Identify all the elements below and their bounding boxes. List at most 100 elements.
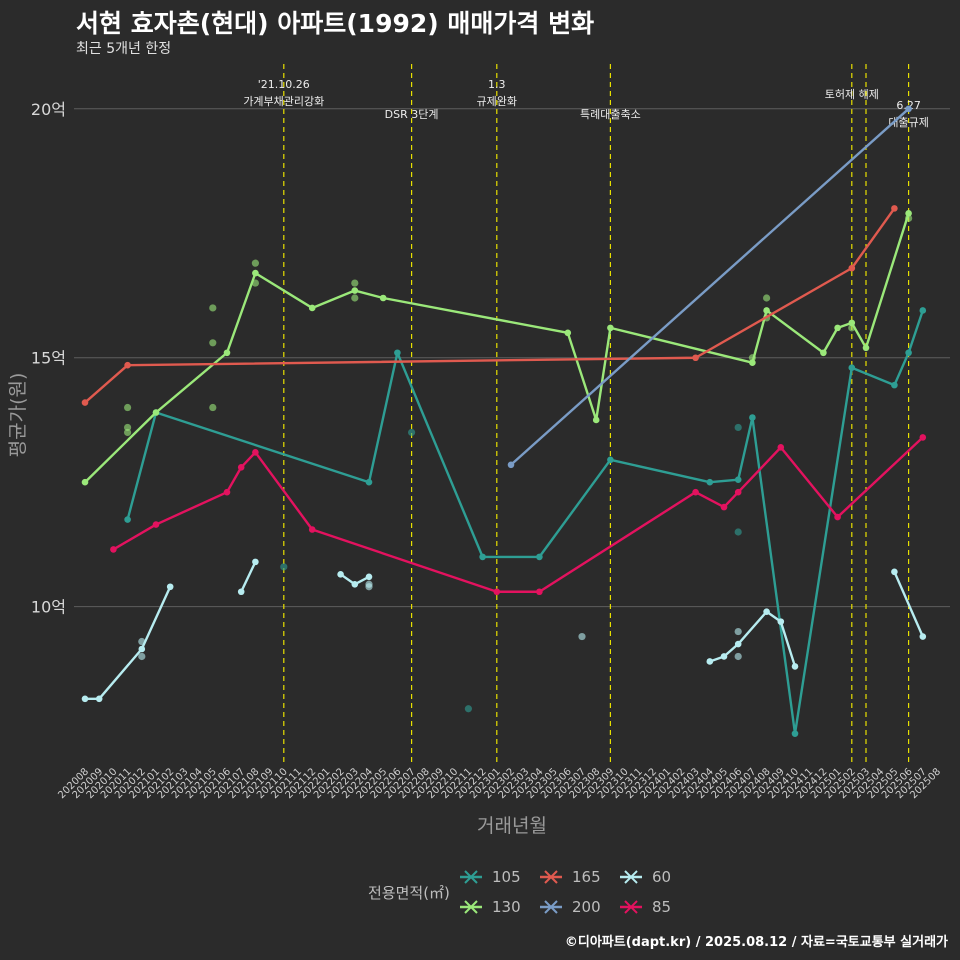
annotation-label: 특례대출축소 [580,108,641,121]
data-point [351,580,359,588]
data-point [351,294,359,302]
data-point [749,359,756,367]
data-point [209,304,217,312]
data-point [763,294,771,302]
data-point [848,264,856,272]
data-point [365,573,373,581]
data-point [734,488,742,496]
data-point [749,414,756,421]
data-point [379,294,387,302]
series-line [85,586,172,700]
data-point [848,319,856,327]
series-130 [81,210,913,486]
data-point [905,210,912,217]
annotation-label: DSR 3단계 [385,108,439,121]
data-point [734,423,742,432]
annotation-label: 토허제 해제 [825,87,879,101]
data-point [464,705,472,713]
data-point [834,324,841,332]
data-point [351,287,359,294]
data-point [166,583,174,591]
data-point [919,633,927,640]
data-point [138,637,146,646]
legend-label: 165 [572,868,601,886]
legend-item-60: 60 [618,866,671,888]
series-85 [110,434,927,596]
annotation-label: 가계부채관리강화 [243,95,324,108]
data-point [891,568,898,576]
data-point [365,478,373,486]
data-point [607,456,614,464]
data-point [308,304,316,312]
series-line [510,107,910,466]
chart-caption: ©디아파트(dapt.kr) / 2025.08.12 / 자료=국토교통부 실… [564,935,948,950]
legend-key-icon [620,900,642,914]
data-point [252,558,259,566]
data-point [891,205,898,212]
data-point [862,344,870,352]
data-point [237,463,245,471]
data-point [138,645,146,653]
data-point [919,307,927,314]
series-165 [81,205,898,406]
legend-label: 60 [652,868,672,886]
data-point [124,403,132,412]
data-point [905,105,912,113]
data-point [124,423,132,432]
legend-label: 200 [572,898,601,916]
data-point [720,653,728,660]
y-tick-label: 15억 [31,349,66,368]
data-point [777,444,785,451]
data-point [607,324,614,332]
data-point [507,461,515,469]
data-point [564,329,572,337]
data-point [692,488,699,496]
data-point [734,528,742,536]
legend-label: 105 [492,868,521,886]
legend-label: 130 [492,898,521,916]
data-point [81,399,89,406]
data-point [763,307,770,314]
data-point [891,381,898,389]
series-line [240,561,257,593]
data-point [209,403,217,412]
legend-key-icon [620,870,642,884]
legend-item-165: 165 [538,866,601,888]
annotation-label: '21.10.26 [258,78,310,91]
data-point [706,478,714,486]
data-point [791,730,799,737]
data-point [848,324,856,332]
y-tick-label: 10억 [31,598,66,617]
data-point [252,449,259,456]
data-point [124,428,132,437]
data-point [124,361,131,369]
data-point [223,349,231,357]
series-200 [507,105,912,469]
data-point [81,478,89,486]
data-point [748,354,757,362]
data-point [152,521,160,528]
data-point [394,349,401,357]
x-axis-title: 거래년월 [477,815,547,837]
data-point [578,632,586,641]
data-point [791,663,799,670]
data-point [777,618,785,625]
legend-key-icon [540,900,562,914]
series-line [84,207,896,404]
data-point [308,526,316,533]
data-point [237,588,245,596]
data-point [209,339,217,347]
data-point [252,269,259,277]
data-point [536,553,543,561]
data-point [536,588,543,596]
y-tick-label: 20억 [31,100,66,119]
data-point [124,516,131,523]
data-point [81,695,89,703]
series-60 [81,558,927,703]
data-point [905,214,913,222]
data-point [834,513,841,521]
legend-key-icon [460,900,482,914]
data-point [820,349,827,357]
legend-key-icon [460,870,482,884]
